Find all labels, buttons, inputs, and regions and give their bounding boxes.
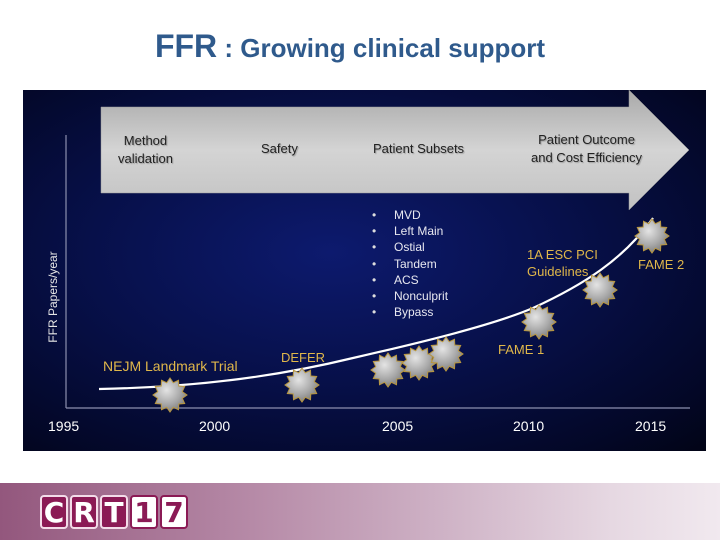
title-rest: : Growing clinical support bbox=[217, 33, 546, 63]
list-item: Ostial bbox=[368, 239, 448, 255]
milestone-fame1: FAME 1 bbox=[498, 342, 545, 357]
star-icon-nejm bbox=[152, 377, 188, 413]
milestone-nejm: NEJM Landmark Trial bbox=[103, 358, 238, 374]
x-tick-2000: 2000 bbox=[199, 418, 231, 434]
footer-banner: C R T 1 7 bbox=[0, 483, 720, 540]
milestone-guidelines-line2: Guidelines bbox=[527, 264, 589, 279]
list-item: MVD bbox=[368, 207, 448, 223]
patient-subsets-list: MVD Left Main Ostial Tandem ACS Nonculpr… bbox=[368, 207, 448, 321]
list-item: Nonculprit bbox=[368, 288, 448, 304]
x-tick-2005: 2005 bbox=[382, 418, 414, 434]
crt17-logo: C R T 1 7 bbox=[40, 495, 188, 529]
milestone-guidelines-line1: 1A ESC PCI bbox=[527, 247, 598, 262]
logo-tile: T bbox=[100, 495, 128, 529]
logo-tile: R bbox=[70, 495, 98, 529]
list-item: Tandem bbox=[368, 256, 448, 272]
star-icon-2006 bbox=[428, 336, 464, 372]
stage-patient-subsets: Patient Subsets bbox=[373, 140, 464, 158]
logo-tile: 7 bbox=[160, 495, 188, 529]
list-item: ACS bbox=[368, 272, 448, 288]
milestone-guidelines: 1A ESC PCI Guidelines bbox=[527, 246, 598, 280]
stage-label-line: Patient Subsets bbox=[373, 141, 465, 156]
stage-label-line: Method bbox=[123, 133, 168, 148]
page-title: FFR : Growing clinical support bbox=[0, 28, 700, 65]
stage-method-validation: Method validation bbox=[118, 132, 173, 168]
star-icon-2005a bbox=[370, 352, 406, 388]
stage-patient-outcome: Patient Outcome and Cost Efficiency bbox=[531, 131, 642, 167]
star-icon-defer bbox=[284, 367, 320, 403]
milestone-fame2: FAME 2 bbox=[638, 257, 685, 272]
timeline-diagram: FFR Papers/year Method validation Safety… bbox=[23, 90, 706, 451]
stage-label-line: Patient Outcome bbox=[538, 132, 635, 147]
stage-label-line: Safety bbox=[261, 141, 298, 156]
logo-tile: C bbox=[40, 495, 68, 529]
stage-safety: Safety bbox=[261, 140, 298, 158]
title-prefix: FFR bbox=[154, 28, 218, 64]
x-tick-2015: 2015 bbox=[635, 418, 667, 434]
star-icon-fame2 bbox=[634, 218, 670, 254]
diagram-graphics bbox=[65, 90, 690, 413]
x-tick-1995: 1995 bbox=[48, 418, 80, 434]
list-item: Bypass bbox=[368, 304, 448, 320]
milestone-defer: DEFER bbox=[281, 350, 326, 365]
progress-arrow bbox=[100, 90, 690, 211]
x-tick-2010: 2010 bbox=[513, 418, 545, 434]
y-axis-label: FFR Papers/year bbox=[46, 251, 60, 343]
logo-tile: 1 bbox=[130, 495, 158, 529]
stage-label-line: and Cost Efficiency bbox=[531, 150, 643, 165]
stage-label-line: validation bbox=[118, 151, 173, 166]
star-icon-2005b bbox=[401, 345, 437, 381]
list-item: Left Main bbox=[368, 223, 448, 239]
